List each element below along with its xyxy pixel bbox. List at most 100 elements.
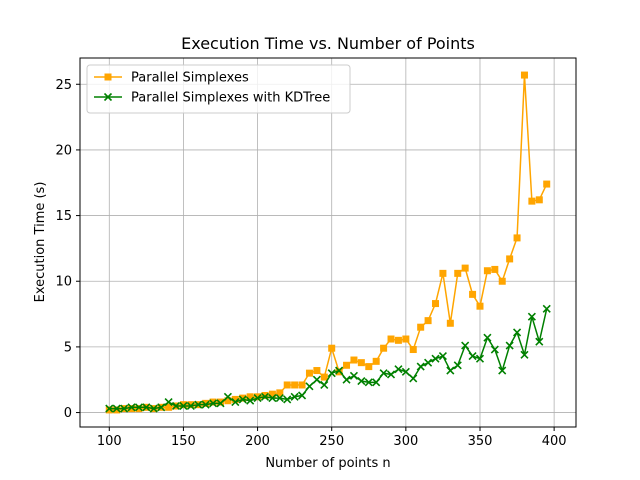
data-point [506, 255, 514, 263]
data-point [261, 391, 269, 399]
x-tick-label: 250 [319, 434, 344, 449]
x-tick-label: 200 [245, 434, 270, 449]
data-point [335, 366, 344, 375]
data-point [246, 396, 255, 405]
data-point [505, 341, 514, 350]
data-point [187, 401, 195, 409]
data-point [476, 302, 484, 310]
data-point [216, 399, 225, 408]
data-point [483, 333, 492, 342]
y-tick-label: 25 [55, 78, 72, 93]
data-point [535, 196, 543, 204]
data-point [120, 404, 129, 413]
data-point [253, 394, 262, 403]
y-axis-ticks: 0 5 10 15 20 25 [55, 78, 80, 421]
legend-marker [103, 92, 113, 102]
data-point [350, 356, 358, 364]
data-point [335, 368, 343, 376]
data-point [179, 401, 187, 409]
data-point [305, 382, 314, 391]
data-point [275, 394, 284, 403]
data-point [446, 319, 454, 327]
x-tick-label: 350 [468, 434, 493, 449]
data-point [372, 357, 380, 365]
data-point [401, 367, 410, 376]
data-point [157, 403, 166, 412]
data-point [224, 397, 232, 405]
data-point [431, 354, 440, 363]
data-point [409, 346, 417, 354]
data-point [320, 373, 328, 381]
data-point [416, 362, 425, 371]
data-point [372, 378, 381, 387]
x-axis-ticks: 100 150 200 250 300 350 400 [97, 427, 567, 449]
data-point [268, 390, 276, 398]
data-point [379, 369, 388, 378]
data-point [320, 380, 329, 390]
data-point [127, 403, 136, 412]
y-tick-label: 10 [55, 275, 72, 290]
data-point [387, 335, 395, 343]
data-point [186, 401, 195, 411]
data-point [357, 359, 365, 367]
data-point [327, 369, 336, 378]
data-point [491, 265, 499, 273]
data-point [105, 404, 114, 413]
data-point [402, 335, 410, 343]
data-point [171, 401, 181, 411]
data-point [216, 398, 224, 406]
data-point [394, 336, 402, 344]
data-point [231, 395, 239, 403]
data-point [357, 376, 366, 386]
data-point [343, 361, 351, 369]
legend: Parallel Simplexes Parallel Simplexes wit… [86, 64, 351, 114]
data-point [276, 389, 284, 397]
y-tick-label: 5 [64, 340, 72, 355]
data-point [498, 366, 507, 375]
data-point [424, 358, 433, 367]
data-point [498, 277, 506, 285]
series-layer [105, 71, 551, 414]
data-point [291, 381, 299, 389]
data-point [128, 405, 136, 413]
data-point [417, 323, 425, 331]
legend-entry: Parallel Simplexes [94, 71, 249, 86]
data-point [380, 344, 388, 352]
data-point [283, 381, 291, 389]
data-point [475, 354, 485, 363]
plot-frame [79, 57, 577, 428]
y-tick-label: 20 [55, 143, 72, 158]
data-point [535, 337, 544, 346]
data-point [113, 406, 121, 414]
data-point [202, 399, 210, 407]
legend-box [86, 64, 351, 114]
data-point [201, 400, 210, 409]
legend-label: Parallel Simplexes with KDTree [131, 91, 330, 106]
data-point [483, 267, 491, 275]
x-tick-label: 150 [171, 434, 196, 449]
data-point [238, 395, 247, 404]
data-point [527, 312, 536, 321]
data-point [297, 391, 307, 400]
data-point [223, 392, 232, 401]
legend-marker [104, 73, 112, 81]
data-point [254, 393, 262, 401]
data-point [342, 375, 351, 384]
data-point [305, 369, 313, 377]
data-point [468, 352, 477, 361]
data-point [394, 365, 403, 374]
data-point [438, 352, 447, 361]
data-point [312, 375, 321, 384]
data-point [194, 400, 203, 409]
data-point [432, 300, 440, 308]
chart-title: Execution Time vs. Number of Points [181, 34, 475, 53]
y-tick-label: 15 [55, 209, 72, 224]
data-point [142, 403, 151, 412]
data-point [513, 234, 521, 242]
data-point [453, 361, 462, 370]
data-point [164, 397, 173, 407]
data-point [112, 404, 121, 413]
x-axis-label: Number of points n [265, 456, 390, 471]
data-point [386, 370, 396, 379]
y-axis-label: Execution Time (s) [33, 182, 48, 303]
